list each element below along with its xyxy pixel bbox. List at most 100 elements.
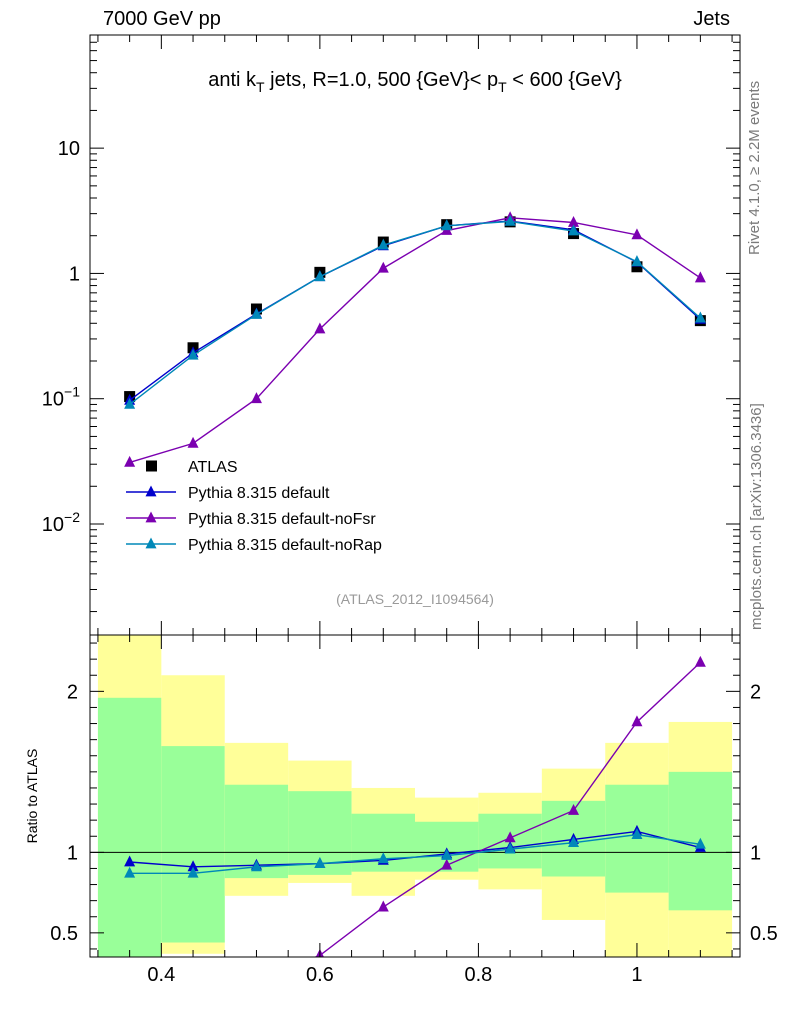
ratio-point [694,837,706,849]
ratio-series-group [124,655,706,984]
header-energy-label: 7000 GeV pp [103,8,221,30]
series-line [129,220,701,405]
data-point [504,214,516,226]
title-sub-1: T [256,79,265,95]
header-category-label: Jets [693,8,730,30]
legend-item: Pythia 8.315 default [126,485,330,502]
y-tick-label-base: 10 [42,514,64,536]
ratio-y-tick-label-left: 2 [67,681,78,703]
legend-swatch-marker [146,460,157,472]
ratio-point [188,973,199,984]
ratio-y-tick-label-right: 1 [750,842,761,864]
y-tick-label: 10−1 [42,384,80,411]
title-post: < 600 {GeV} [507,69,622,91]
legend-label: Pythia 8.315 default-noRap [188,537,382,554]
legend-item: ATLAS [146,459,238,476]
band-green [97,697,162,957]
series-pythia-8-315-default-nofsr [124,211,706,467]
chart-title: anti kT jets, R=1.0, 500 {GeV}< pT < 600… [208,69,622,95]
y-tick-label-exponent: −2 [64,509,80,525]
legend-label: ATLAS [188,459,238,476]
ratio-ylabel: Ratio to ATLAS [24,749,40,844]
y-tick-label: 10 [58,138,80,160]
data-point [631,255,643,267]
data-point [124,455,136,467]
data-point [568,215,580,227]
ratio-point [314,857,326,868]
series-line [129,217,701,464]
legend-swatch-marker [145,537,157,549]
ratio-point [568,836,580,848]
legend: ATLAS Pythia 8.315 default Pythia 8.315 de… [126,459,382,554]
legend-label: Pythia 8.315 default-noFsr [188,511,376,528]
x-tick-label: 0.6 [306,964,334,986]
ratio-point [631,715,643,727]
ratio-panel: 2 2 1 1 0.5 0.5 0.4 0.6 0.8 1 Ratio to ATLAS [24,634,778,986]
ratio-point [377,852,389,864]
ratio-axis-ticks: 2 2 1 1 0.5 0.5 0.4 0.6 0.8 1 [50,635,778,986]
band-green [161,746,225,943]
ratio-point [187,860,199,872]
title-sub-2: T [498,79,507,95]
ratio-y-tick-label-right: 0.5 [750,923,778,945]
data-point [631,261,643,273]
x-tick-label: 0.4 [147,964,175,986]
ratio-point [441,849,453,860]
ratio-y-tick-label-right: 2 [750,681,761,703]
ratio-y-tick-label-left: 1 [67,842,78,864]
title-pre: anti k [208,69,257,91]
data-point [377,261,389,273]
series-pythia-8-315-default-norap [124,214,706,409]
ratio-point [251,973,262,984]
data-point [250,392,262,404]
title-mid: jets, R=1.0, 500 {GeV}< p [265,69,499,91]
y-tick-label-base: 10 [58,138,80,160]
y-tick-label-exponent: −1 [64,384,80,400]
data-point [631,228,643,240]
data-point [314,322,326,334]
ratio-point [694,655,706,667]
legend-item: Pythia 8.315 default-noRap [126,537,382,554]
data-point [377,238,389,250]
data-point [568,224,580,236]
data-point [694,311,706,323]
data-point [694,271,706,283]
ratio-point [124,973,135,984]
ratio-point [250,860,262,872]
y-tick-label-base: 1 [69,263,80,285]
main-panel: anti kT jets, R=1.0, 500 {GeV}< pT < 600… [42,34,741,636]
ratio-point [504,831,516,843]
data-point [124,397,136,409]
ratio-uncertainty-bands [90,635,740,957]
data-point [187,436,199,448]
rivet-version-label: Rivet 4.1.0, ≥ 2.2M events [746,80,763,255]
ratio-point [441,858,453,870]
ratio-point [568,803,580,815]
ratio-line [129,833,701,874]
x-tick-label: 0.8 [465,964,493,986]
mcplots-reference-label: mcplots.cern.ch [arXiv:1306.3436] [748,403,765,630]
ratio-line [313,661,701,957]
y-tick-label-base: 10 [42,389,64,411]
ratio-point [124,855,136,867]
ratio-point [504,842,516,854]
ratio-series-pythia-8-315-default-norap [124,828,706,878]
x-tick-label: 1 [631,964,642,986]
data-point [314,270,326,282]
main-series-group [124,211,706,467]
y-tick-label: 10−2 [42,509,80,536]
ratio-point [124,866,136,878]
data-point [187,348,199,360]
ratio-point [187,866,199,878]
data-point [441,219,453,231]
data-point [250,307,262,319]
legend-item: Pythia 8.315 default-noFsr [126,511,376,528]
ratio-point [631,828,643,839]
legend-label: Pythia 8.315 default [188,485,330,502]
ratio-point [377,900,389,912]
ratio-series-pythia-8-315-default-nofsr [124,655,706,984]
y-tick-label: 1 [69,263,80,285]
legend-swatch-marker [145,511,157,523]
